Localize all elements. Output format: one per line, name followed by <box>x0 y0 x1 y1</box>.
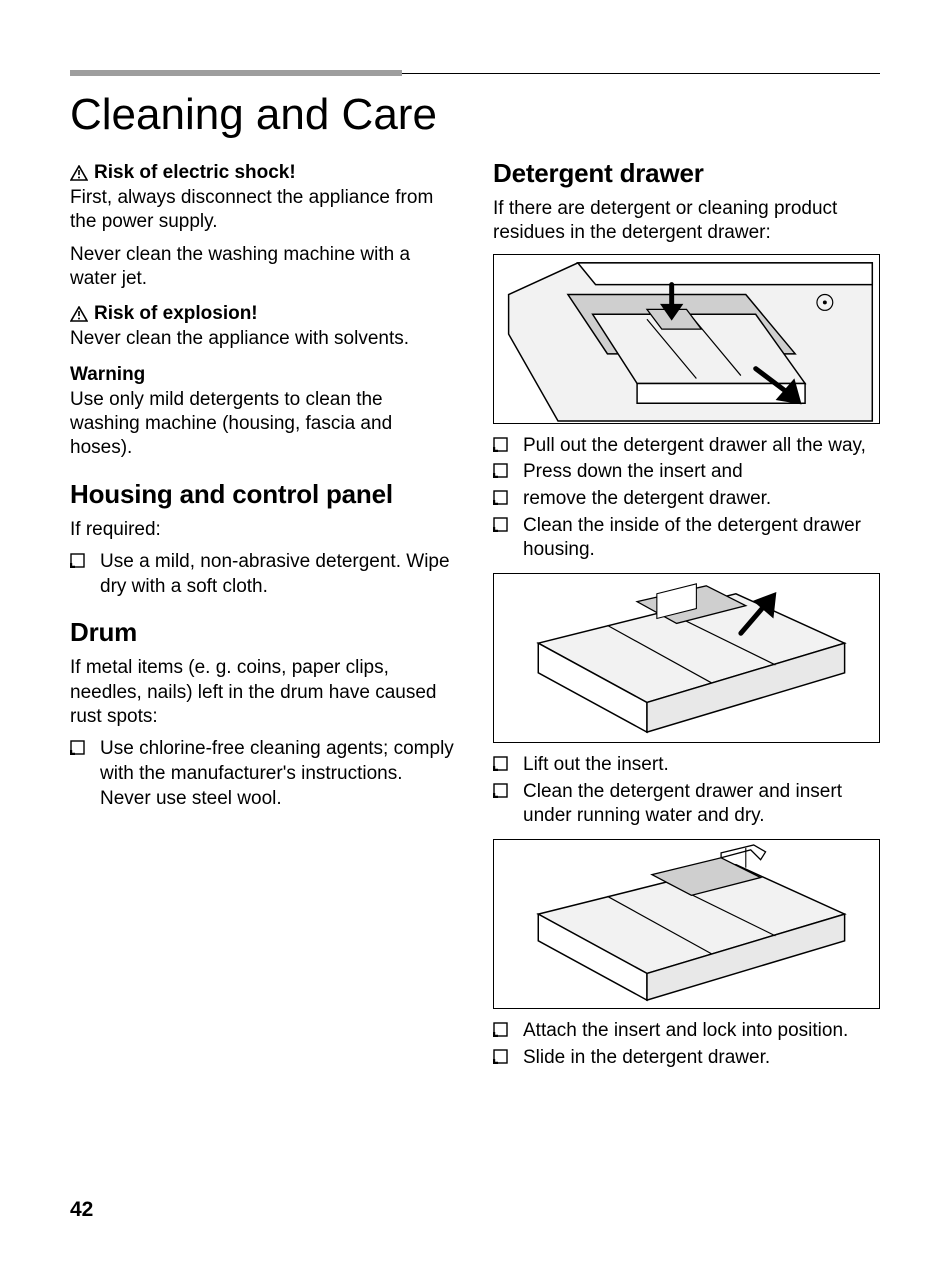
drum-section-title: Drum <box>70 617 457 648</box>
checkbox-icon <box>493 756 508 771</box>
list-item-text: Use a mild, non-abrasive detergent. Wipe… <box>100 551 450 597</box>
list-item: remove the detergent drawer. <box>493 487 880 512</box>
housing-intro: If required: <box>70 518 457 542</box>
warning-explosion-body: Never clean the appliance with solvents. <box>70 327 457 351</box>
warning-shock-extra: Never clean the washing machine with a w… <box>70 243 457 292</box>
drawer-open-illustration <box>493 254 880 424</box>
housing-section-title: Housing and control panel <box>70 479 457 510</box>
list-item-text: remove the detergent drawer. <box>523 488 771 509</box>
list-item: Attach the insert and lock into position… <box>493 1019 880 1044</box>
list-item-text: Press down the insert and <box>523 461 743 482</box>
checkbox-icon <box>493 1049 508 1064</box>
drawer-lift-insert-illustration <box>493 573 880 743</box>
drum-intro: If metal items (e. g. coins, paper clips… <box>70 656 457 729</box>
list-item: Clean the detergent drawer and insert un… <box>493 780 880 829</box>
checkbox-icon <box>70 553 85 568</box>
warning-shock-body: First, always disconnect the appliance f… <box>70 186 457 235</box>
page-title: Cleaning and Care <box>70 90 880 140</box>
list-item-text: Pull out the detergent drawer all the wa… <box>523 435 866 456</box>
list-item: Press down the insert and <box>493 460 880 485</box>
checkbox-icon <box>493 490 508 505</box>
drawer-steps-3: Attach the insert and lock into position… <box>493 1019 880 1070</box>
list-item: Lift out the insert. <box>493 753 880 778</box>
list-item: Use a mild, non-abrasive detergent. Wipe… <box>70 550 457 599</box>
drawer-steps-2: Lift out the insert. Clean the detergent… <box>493 753 880 829</box>
content-columns: Risk of electric shock! First, always di… <box>70 158 880 1081</box>
warning-subhead: Warning <box>70 364 457 386</box>
warning-explosion-title: Risk of explosion! <box>94 303 258 325</box>
list-item: Slide in the detergent drawer. <box>493 1046 880 1071</box>
right-column: Detergent drawer If there are detergent … <box>493 158 880 1081</box>
drawer-attach-insert-illustration <box>493 839 880 1009</box>
checkbox-icon <box>493 463 508 478</box>
drawer-section-title: Detergent drawer <box>493 158 880 189</box>
warning-explosion-heading: Risk of explosion! <box>70 303 457 325</box>
list-item: Clean the inside of the detergent drawer… <box>493 514 880 563</box>
list-item: Use chlorine-free cleaning agents; compl… <box>70 737 457 811</box>
checkbox-icon <box>70 740 85 755</box>
list-item-text: Use chlorine-free cleaning agents; compl… <box>100 738 454 808</box>
warning-triangle-icon <box>70 165 88 181</box>
list-item-text: Slide in the detergent drawer. <box>523 1047 770 1068</box>
housing-list: Use a mild, non-abrasive detergent. Wipe… <box>70 550 457 599</box>
warning-body: Use only mild detergents to clean the wa… <box>70 388 457 461</box>
list-item-text: Lift out the insert. <box>523 754 669 775</box>
top-rule <box>70 70 880 76</box>
checkbox-icon <box>493 517 508 532</box>
warning-triangle-icon <box>70 306 88 322</box>
manual-page: Cleaning and Care Risk of electric shock… <box>0 0 950 1266</box>
top-rule-thick <box>70 70 402 76</box>
checkbox-icon <box>493 1022 508 1037</box>
list-item-text: Clean the inside of the detergent drawer… <box>523 515 861 561</box>
warning-shock-heading: Risk of electric shock! <box>70 162 457 184</box>
drum-list: Use chlorine-free cleaning agents; compl… <box>70 737 457 811</box>
checkbox-icon <box>493 783 508 798</box>
list-item-text: Clean the detergent drawer and insert un… <box>523 781 842 827</box>
warning-shock-title: Risk of electric shock! <box>94 162 296 184</box>
checkbox-icon <box>493 437 508 452</box>
drawer-steps-1: Pull out the detergent drawer all the wa… <box>493 434 880 563</box>
list-item-text: Attach the insert and lock into position… <box>523 1020 848 1041</box>
drawer-intro: If there are detergent or cleaning produ… <box>493 197 880 246</box>
list-item: Pull out the detergent drawer all the wa… <box>493 434 880 459</box>
left-column: Risk of electric shock! First, always di… <box>70 158 457 1081</box>
page-number: 42 <box>70 1198 93 1222</box>
